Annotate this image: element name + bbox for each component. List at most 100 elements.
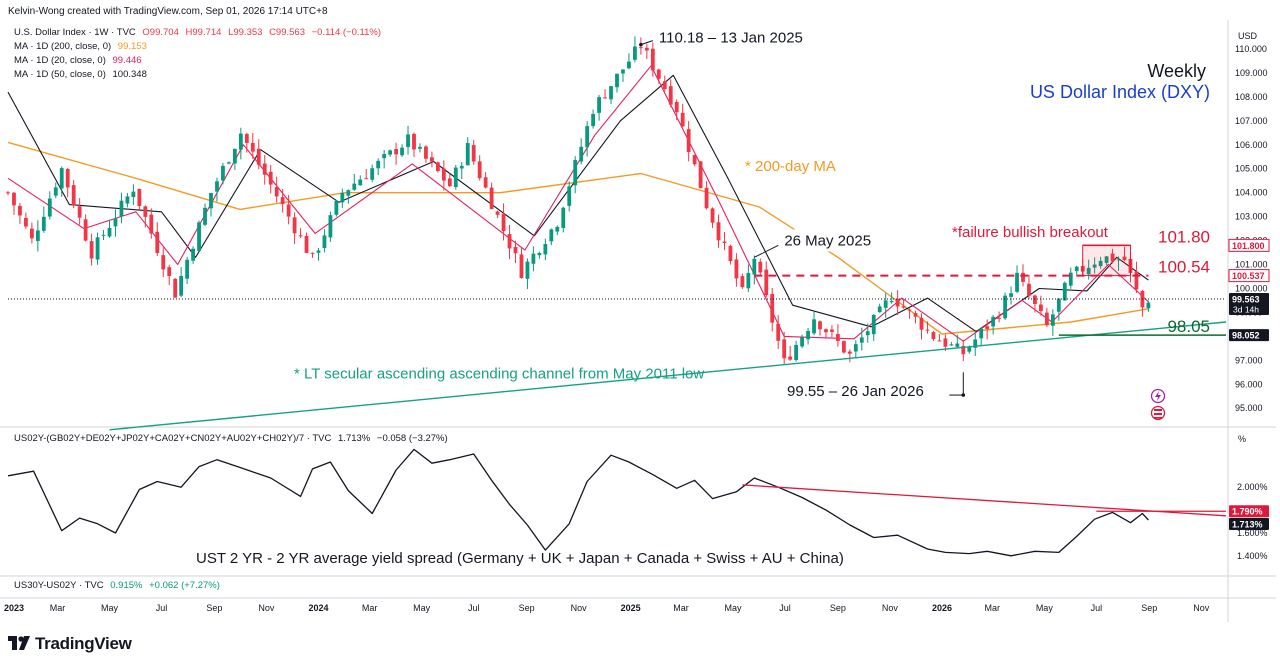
candle-body	[836, 334, 840, 342]
time-tick: 2025	[621, 603, 641, 613]
candle-body	[752, 258, 757, 275]
candle-body	[1134, 271, 1139, 290]
candle-body	[531, 253, 536, 264]
badge-100537: 100.537	[1232, 271, 1265, 281]
symbol-label: U.S. Dollar Index · 1W · TVC	[14, 27, 136, 38]
candle-body	[859, 337, 864, 343]
close-value: C99.563	[269, 27, 305, 38]
candle-body	[722, 241, 727, 244]
ma20-legend[interactable]: MA · 1D (20, close, 0) 99.446	[14, 55, 142, 66]
candle-body	[1074, 266, 1079, 272]
candle-body	[59, 168, 64, 189]
candle-body	[406, 134, 410, 147]
candle-body	[919, 317, 924, 330]
candle-body	[704, 187, 709, 209]
candle-body	[441, 168, 446, 181]
candle-body	[483, 177, 488, 188]
ma200-legend[interactable]: MA · 1D (200, close, 0) 99.153	[14, 41, 147, 52]
badge-100537-bg	[1229, 269, 1269, 282]
price-tick: 95.000	[1235, 403, 1263, 413]
ma50-path	[7, 74, 1149, 333]
candle-body	[268, 171, 273, 185]
axes: USD 110.000 109.000 108.000 107.000 106.000 10…	[4, 31, 1270, 613]
candle-body	[418, 146, 422, 149]
level-label: 101.80	[1158, 227, 1210, 246]
candle-body	[131, 191, 136, 198]
candle-body	[161, 255, 166, 270]
jan-annotation-box	[783, 380, 932, 403]
candle-body	[459, 165, 464, 169]
ascending-channel-line	[109, 321, 1227, 431]
candle-body	[346, 190, 351, 196]
candle-body	[997, 317, 1002, 319]
candle-body	[865, 331, 870, 336]
candle-body	[1146, 302, 1151, 309]
candle-body	[203, 207, 207, 225]
candle-body	[991, 316, 996, 327]
candle-body	[298, 235, 303, 237]
us-flag-icon[interactable]	[1150, 405, 1166, 421]
spread-pane[interactable]: UST 2 YR - 2 YR average yield spread (Ge…	[7, 448, 1227, 567]
candle-body	[435, 162, 440, 172]
price-tick: 108.000	[1235, 92, 1268, 102]
candle-body	[818, 321, 822, 330]
candle-body	[197, 222, 201, 251]
candle-body	[638, 47, 643, 49]
main-legend: U.S. Dollar Index · 1W · TVC O99.704 H99…	[14, 27, 381, 38]
candle-body	[507, 234, 512, 249]
candle-body	[597, 97, 601, 113]
us-flag-icon-stripe	[1154, 413, 1162, 415]
candle-body	[6, 192, 10, 194]
may-annotation-box	[780, 229, 877, 252]
candle-body	[334, 200, 339, 215]
candle-body	[967, 347, 972, 352]
ma20-path	[7, 65, 1149, 342]
candle-body	[746, 273, 751, 289]
candle-body	[322, 235, 327, 249]
candle-body	[47, 198, 52, 217]
candle-body	[244, 134, 249, 143]
badge-countdown: 3d 14h	[1233, 304, 1259, 314]
level-label: 100.54	[1158, 258, 1210, 277]
candle-body	[913, 313, 918, 317]
candle-body	[41, 216, 46, 231]
candle-body	[830, 329, 834, 332]
price-tick: 104.000	[1235, 188, 1268, 198]
candle-body	[901, 306, 906, 308]
candle-body	[609, 86, 613, 100]
candle-body	[686, 129, 691, 152]
candle-body	[853, 344, 858, 352]
us-flag-icon-stripe	[1154, 417, 1162, 419]
lightning-icon[interactable]	[1150, 388, 1166, 404]
candle-body	[949, 344, 954, 346]
candles[interactable]	[6, 36, 1151, 365]
pane3-value: 0.915%	[110, 580, 143, 591]
candle-body	[352, 183, 357, 190]
candle-body	[12, 192, 16, 206]
candle-body	[227, 162, 231, 164]
candle-body	[668, 86, 673, 105]
candle-body	[561, 207, 566, 228]
candle-body	[943, 338, 948, 347]
pane3-legend[interactable]: US30Y-US02Y · TVC 0.915% +0.062 (+7.27%)	[14, 580, 220, 591]
candle-body	[53, 187, 58, 196]
candle-body	[1104, 256, 1109, 263]
time-tick: Nov	[882, 603, 899, 613]
candle-body	[77, 206, 82, 218]
candle-body	[824, 329, 828, 333]
spread-legend[interactable]: US02Y-(GB02Y+DE02Y+JP02Y+CA02Y+CN02Y+AU0…	[14, 433, 448, 444]
candle-body	[633, 46, 637, 60]
candle-body	[1068, 272, 1073, 286]
time-tick: May	[101, 603, 119, 613]
ma50-line	[7, 74, 1149, 333]
ma50-legend[interactable]: MA · 1D (50, close, 0) 100.348	[14, 69, 147, 80]
price-tick: 103.000	[1235, 212, 1268, 222]
candle-body	[650, 48, 655, 71]
time-tick: Nov	[571, 603, 588, 613]
candle-body	[579, 146, 584, 162]
candle-body	[292, 217, 297, 234]
chart-icons[interactable]	[1150, 388, 1166, 421]
candle-body	[280, 197, 285, 205]
candle-body	[812, 319, 816, 334]
